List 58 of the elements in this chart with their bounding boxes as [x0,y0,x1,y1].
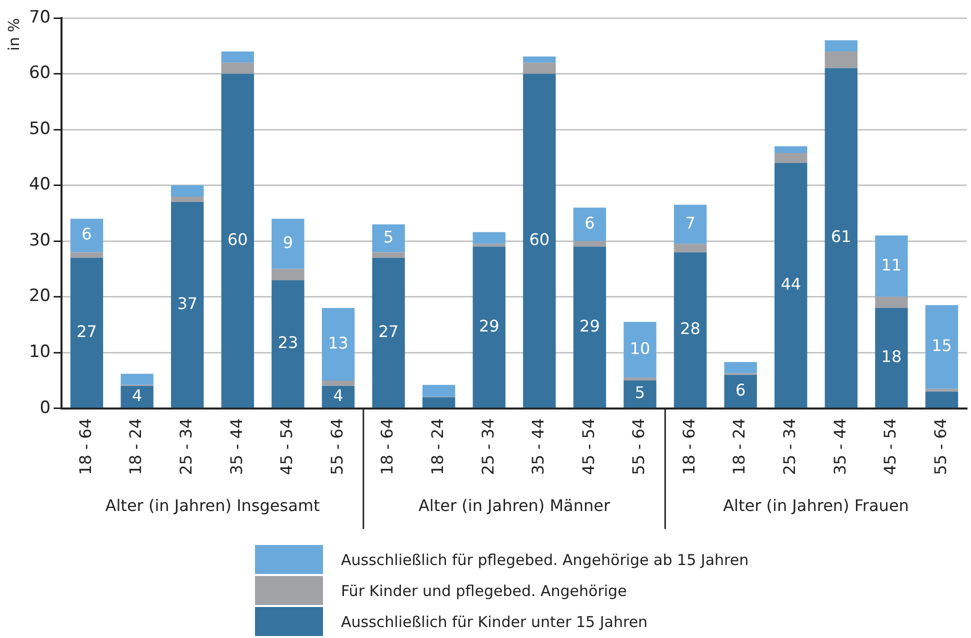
legend-label: Für Kinder und pflegebed. Angehörige [341,582,627,600]
x-tick-label: 18 - 64 [76,418,95,476]
legend-label: Ausschließlich für Kinder unter 15 Jahren [341,612,648,630]
data-label: 6 [735,380,746,400]
data-label: 28 [680,319,700,338]
x-tick-label: 55 - 64 [629,418,648,476]
x-tick-label: 18 - 64 [378,418,397,476]
data-label: 9 [282,232,294,252]
y-tick-label: 20 [28,286,51,306]
x-tick-label: 35 - 44 [830,418,850,476]
text: Alter (in Jahren) Insgesamt [105,496,320,516]
data-label: 4 [132,386,142,405]
text: Alter (in Jahren) Frauen [723,496,909,516]
data-label: 29 [478,316,500,336]
data-label: 5 [634,383,646,402]
x-tick-label: 35 - 44 [226,418,246,476]
data-label: 10 [630,338,650,358]
data-label: 37 [177,294,198,313]
y-tick-label: 50 [28,118,51,139]
data-label: 44 [780,274,802,294]
text: Alter (in Jahren) Männer [418,496,610,516]
data-label: 4 [333,386,344,405]
data-label: 13 [328,333,348,352]
x-tick-label: 45 - 54 [880,418,900,476]
data-label: 7 [685,213,696,232]
x-tick-label: 25 - 34 [176,418,196,476]
x-tick-label: 18 - 24 [126,418,146,476]
x-tick-label: 35 - 44 [528,418,548,476]
data-label: 6 [584,213,595,232]
x-tick-label: 55 - 64 [327,418,346,476]
data-label: 60 [227,230,248,249]
data-label: 18 [881,346,902,366]
legend-label: Ausschließlich für pflegebed. Angehörige ab 15 Jahren [341,550,749,568]
y-axis-title: in % [4,18,23,51]
data-label: 11 [881,255,902,274]
x-tick-label: 55 - 64 [930,418,950,476]
x-tick-label: 45 - 54 [578,418,598,476]
y-tick-label: 40 [28,174,51,195]
x-tick-label: 18 - 24 [428,418,447,476]
data-label: 5 [383,227,394,246]
y-tick-label: 60 [28,63,51,84]
y-tick-label: 10 [28,342,51,362]
data-label: 27 [76,322,97,341]
x-tick-label: 18 - 24 [730,418,749,476]
x-tick-label: 45 - 54 [277,418,296,476]
y-tick-label: 0 [40,398,51,418]
y-tick-label: 30 [28,230,51,250]
x-tick-label: 25 - 34 [478,418,498,476]
y-tick-label: 70 [28,7,51,28]
x-tick-label: 18 - 64 [679,418,698,476]
data-label: 15 [932,336,952,356]
data-label: 27 [378,322,399,341]
data-label: 61 [830,227,852,246]
data-label: 23 [278,332,298,352]
data-label: 60 [529,230,550,249]
x-tick-label: 25 - 34 [780,418,800,476]
data-label: 6 [82,224,92,244]
data-label: 29 [580,316,600,336]
